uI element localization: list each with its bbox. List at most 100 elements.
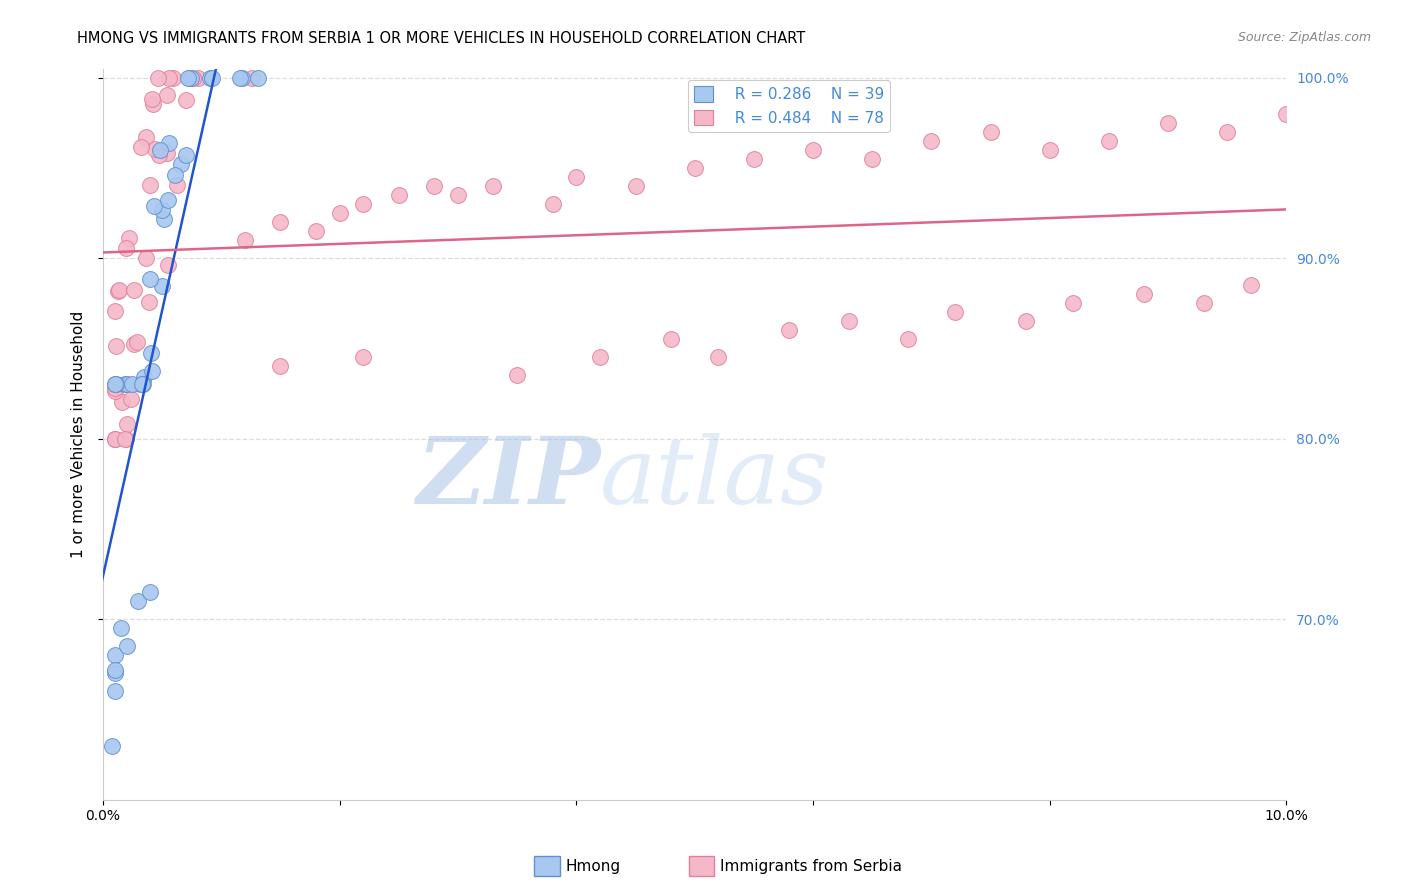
Point (352, 197, 374, 211)
Point (135, 129, 157, 144)
Point (139, 585, 162, 599)
Point (860, 152, 883, 166)
Text: Immigrants from Serbia: Immigrants from Serbia (720, 859, 901, 873)
Text: HMONG VS IMMIGRANTS FROM SERBIA 1 OR MORE VEHICLES IN HOUSEHOLD CORRELATION CHAR: HMONG VS IMMIGRANTS FROM SERBIA 1 OR MOR… (77, 31, 806, 46)
Point (139, 178, 162, 192)
Point (131, 377, 153, 392)
Y-axis label: 1 or more Vehicles in Household: 1 or more Vehicles in Household (72, 310, 86, 558)
Point (838, 314, 860, 328)
Point (104, 666, 127, 681)
Point (1157, 116, 1180, 130)
Point (104, 338, 127, 352)
Point (269, 359, 291, 374)
Point (1275, 106, 1298, 120)
Point (170, 157, 193, 171)
Point (233, 233, 256, 247)
Point (141, 364, 163, 378)
Point (943, 305, 966, 319)
Point (801, 143, 824, 157)
Point (101, 739, 124, 753)
Point (150, 278, 173, 293)
Point (166, 178, 188, 192)
Point (157, 70, 180, 85)
Point (132, 377, 155, 392)
Point (177, 70, 200, 85)
Point (138, 272, 160, 286)
Text: Hmong: Hmong (565, 859, 620, 873)
Point (148, 148, 170, 162)
Point (1216, 125, 1239, 139)
Point (707, 351, 730, 365)
Point (104, 432, 127, 446)
Point (157, 136, 180, 150)
Point (129, 377, 152, 392)
Point (104, 377, 127, 392)
Point (165, 169, 187, 183)
Point (110, 395, 132, 409)
Point (150, 202, 173, 217)
Point (231, 70, 253, 85)
Point (1240, 278, 1263, 293)
Point (157, 258, 180, 272)
Point (104, 384, 127, 398)
Point (174, 147, 197, 161)
Point (138, 295, 160, 310)
Point (565, 169, 588, 184)
Point (104, 377, 127, 392)
Point (1133, 287, 1156, 301)
Legend:   R = 0.286    N = 39,   R = 0.484    N = 78: R = 0.286 N = 39, R = 0.484 N = 78 (689, 79, 890, 132)
Point (124, 283, 146, 297)
Point (329, 206, 352, 220)
Point (152, 212, 174, 227)
Point (104, 663, 127, 677)
Point (778, 323, 800, 337)
Point (1192, 296, 1215, 310)
Point (482, 178, 505, 193)
Point (146, 70, 169, 85)
Point (156, 194, 179, 208)
Point (1098, 134, 1121, 148)
Point (180, 70, 202, 85)
Text: atlas: atlas (600, 433, 830, 523)
Point (142, 97, 165, 112)
Point (129, 140, 152, 154)
Point (1062, 296, 1084, 310)
Point (388, 188, 411, 202)
Point (114, 377, 136, 392)
Point (447, 188, 470, 202)
Point (118, 231, 141, 245)
Point (108, 283, 131, 297)
Point (127, 594, 149, 608)
Point (683, 161, 706, 175)
Text: ZIP: ZIP (416, 433, 600, 523)
Point (121, 377, 143, 392)
Point (105, 377, 128, 392)
Point (179, 70, 201, 85)
Point (104, 380, 127, 394)
Point (156, 145, 179, 160)
Point (1039, 143, 1062, 157)
Point (162, 70, 184, 85)
Point (201, 70, 224, 85)
Point (104, 432, 127, 446)
Point (104, 648, 127, 663)
Point (156, 87, 179, 102)
Point (181, 70, 204, 85)
Point (589, 351, 612, 365)
Point (920, 134, 942, 148)
Point (742, 152, 765, 166)
Point (187, 70, 209, 85)
Point (117, 417, 139, 432)
Point (143, 142, 166, 156)
Point (423, 178, 446, 193)
Point (143, 199, 166, 213)
Point (506, 368, 529, 383)
Point (121, 392, 143, 407)
Point (107, 284, 129, 298)
Point (174, 93, 197, 107)
Point (115, 240, 138, 254)
Point (269, 215, 291, 229)
Point (115, 377, 138, 392)
Point (149, 143, 172, 157)
Point (352, 351, 374, 365)
